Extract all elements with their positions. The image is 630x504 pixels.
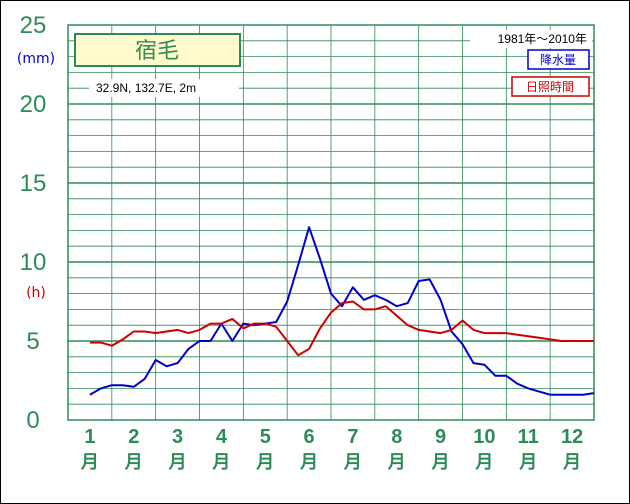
y-tick-label: 15 [20,170,47,197]
month-number-label: 12 [561,426,583,448]
month-number-label: 9 [435,426,446,448]
month-suffix-label: 月 [168,452,187,473]
period-bg [470,30,592,48]
precipitation-line [89,226,595,396]
month-suffix-label: 月 [124,452,143,473]
station-coords: 32.9N, 132.7E, 2m [96,81,196,95]
month-suffix-label: 月 [299,452,318,473]
y-tick-label: 0 [26,407,39,434]
month-suffix-label: 月 [474,452,493,473]
y-tick-label: 20 [20,91,47,118]
month-number-label: 4 [216,426,228,448]
month-number-label: 2 [128,426,139,448]
y-tick-label: 5 [26,328,39,355]
series-lines [89,226,595,396]
y-tick-label: 10 [20,249,47,276]
legend-precip-label: 降水量 [540,53,576,67]
month-suffix-label: 月 [343,452,362,473]
month-number-label: 8 [391,426,402,448]
month-suffix-label: 月 [80,452,99,473]
month-number-label: 5 [260,426,271,448]
y-axis-unit-h: (h) [26,285,46,301]
y-axis-unit-mm: (mm) [17,51,55,67]
period-label: 1981年〜2010年 [498,32,587,46]
legend-sun-label: 日照時間 [526,80,574,94]
sunshine-line [89,300,594,357]
month-suffix-label: 月 [211,452,230,473]
month-suffix-label: 月 [255,452,274,473]
month-number-label: 6 [304,426,315,448]
station-name: 宿毛 [135,39,179,64]
month-suffix-label: 月 [431,452,450,473]
legend-sun-box [511,76,590,97]
x-tick-labels: 1 月 2 月 3 月 4 月 5 月 6 月 7 月 8 月 9 月 10 月 11 月 12 月 [80,426,583,473]
y-tick-label: 25 [20,12,47,39]
month-suffix-label: 月 [562,452,581,473]
grid [68,25,594,420]
legend-precip-box [527,49,590,70]
y-tick-labels: 0 5 10 15 20 25 [20,12,47,434]
coords-bg [89,79,239,97]
month-number-label: 3 [172,426,183,448]
month-suffix-label: 月 [518,452,537,473]
month-number-label: 1 [84,426,95,448]
month-suffix-label: 月 [387,452,406,473]
station-box [74,33,241,67]
month-number-label: 11 [518,426,539,448]
month-number-label: 10 [473,426,495,448]
month-number-label: 7 [347,426,358,448]
